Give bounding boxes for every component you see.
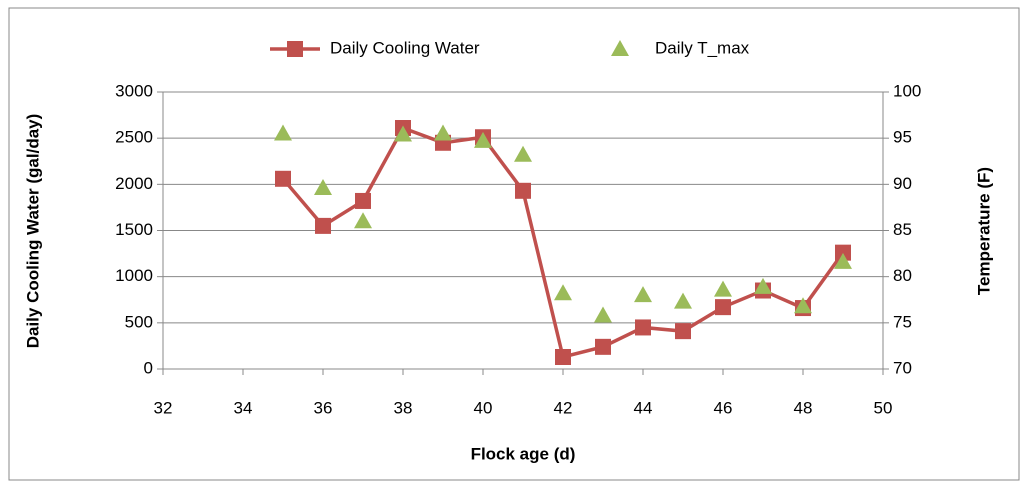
x-tick-label: 50 — [874, 398, 893, 417]
x-tick-label: 42 — [554, 398, 573, 417]
data-point — [835, 244, 851, 261]
y2-tick-label: 80 — [893, 266, 912, 285]
data-point — [714, 280, 732, 297]
data-point — [434, 124, 452, 141]
y-tick-label: 3000 — [115, 81, 153, 100]
y2-tick-label: 100 — [893, 81, 921, 100]
data-point — [394, 125, 412, 142]
x-tick-label: 44 — [634, 398, 653, 417]
data-point — [354, 212, 372, 229]
x-tick-label: 46 — [714, 398, 733, 417]
data-point — [555, 348, 571, 365]
x-tick-label: 48 — [794, 398, 813, 417]
data-point — [634, 286, 652, 303]
x-tick-label: 36 — [314, 398, 333, 417]
y-tick-label: 1500 — [115, 220, 153, 239]
data-point — [635, 319, 651, 336]
data-point — [595, 338, 611, 355]
y2-tick-label: 95 — [893, 128, 912, 147]
y-tick-label: 2500 — [115, 128, 153, 147]
data-point — [554, 284, 572, 301]
data-point — [675, 323, 691, 340]
y2-tick-label: 85 — [893, 220, 912, 239]
y-tick-label: 2000 — [115, 174, 153, 193]
y-axis-title: Daily Cooling Water (gal/day) — [23, 114, 42, 349]
x-tick-label: 38 — [394, 398, 413, 417]
data-point — [754, 277, 772, 294]
chart-border — [8, 7, 1020, 481]
legend-label: Daily T_max — [655, 38, 750, 57]
x-axis-title: Flock age (d) — [471, 444, 576, 463]
legend-marker — [611, 40, 629, 56]
y2-tick-label: 75 — [893, 312, 912, 331]
data-point — [715, 299, 731, 316]
legend-marker — [287, 41, 303, 57]
data-point — [794, 297, 812, 314]
data-point — [674, 292, 692, 309]
data-point — [514, 145, 532, 162]
y-tick-label: 500 — [125, 312, 153, 331]
data-point — [594, 306, 612, 323]
data-point — [275, 170, 291, 187]
y2-axis-title: Temperature (F) — [974, 167, 993, 295]
data-point — [314, 179, 332, 196]
y-tick-label: 0 — [144, 358, 153, 377]
y-tick-label: 1000 — [115, 266, 153, 285]
y2-tick-label: 70 — [893, 358, 912, 377]
legend-label: Daily Cooling Water — [330, 38, 480, 57]
x-tick-label: 32 — [154, 398, 173, 417]
data-point — [474, 131, 492, 148]
data-point — [315, 217, 331, 234]
x-tick-label: 40 — [474, 398, 493, 417]
x-tick-label: 34 — [234, 398, 253, 417]
data-point — [355, 192, 371, 209]
y2-tick-label: 90 — [893, 174, 912, 193]
data-point — [515, 182, 531, 199]
data-point — [274, 124, 292, 141]
data-point — [834, 252, 852, 269]
